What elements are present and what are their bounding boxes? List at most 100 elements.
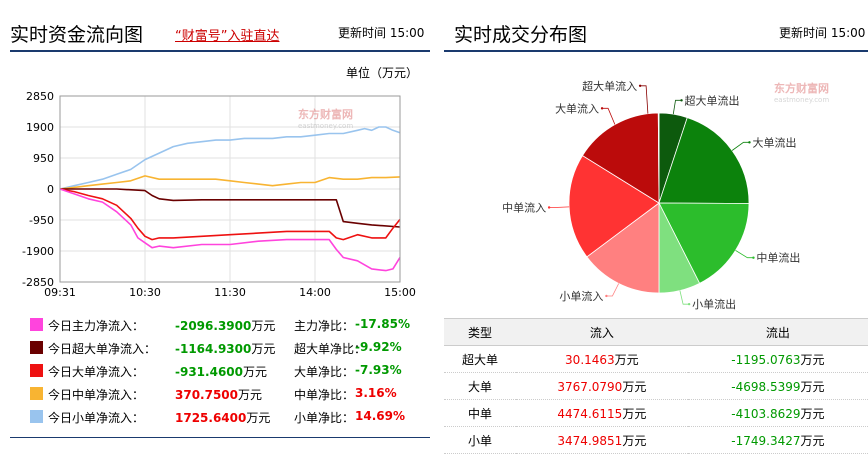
chart-series <box>59 126 401 272</box>
pie-leader-dot <box>687 302 691 306</box>
legend-value: -1164.9300万元 <box>175 342 276 356</box>
y-tick-label: 950 <box>33 152 54 165</box>
row-outflow: -1749.3427万元 <box>687 426 868 454</box>
legend-ratio-name: 超大单净比： <box>294 342 367 356</box>
legend-name: 今日中单净流入： <box>48 388 145 402</box>
x-axis-ticks: 09:31 10:30 11:30 14:00 15:00 <box>44 286 416 299</box>
pie-leader-dot <box>600 107 604 110</box>
row-type: 超大单 <box>444 345 516 373</box>
legend-swatch <box>30 387 43 400</box>
table-row: 小单 3474.9851万元 -1749.3427万元 <box>444 426 868 454</box>
legend-ratio-name: 大单净比： <box>294 365 355 379</box>
y-tick-label: 2850 <box>26 90 54 103</box>
header-divider <box>10 50 430 52</box>
flow-table: 类型 流入 流出 超大单 30.1463万元 -1195.0763万元 大单 3… <box>444 318 868 454</box>
legend-ratio: -7.93% <box>355 363 402 377</box>
pie-leader-line <box>672 99 682 115</box>
pie-leader-dot <box>680 99 683 102</box>
legend-ratio-name: 中单净比： <box>294 388 355 402</box>
legend-name: 今日小单净流入： <box>48 411 145 425</box>
row-type: 小单 <box>444 426 516 454</box>
table-row: 大单 3767.0790万元 -4698.5399万元 <box>444 372 868 400</box>
row-inflow: 30.1463万元 <box>515 345 688 373</box>
pie-slice-label: 中单流入 <box>502 200 546 214</box>
pie-leader-line <box>606 283 620 297</box>
legend-name: 今日超大单净流入： <box>48 342 157 356</box>
pie-slice-6 <box>581 112 660 204</box>
distribution-panel: 实时成交分布图 更新时间 15:00 东方财富网 eastmoney.com 超… <box>444 0 868 455</box>
row-type: 大单 <box>444 372 516 400</box>
pie-leader-line <box>679 290 690 305</box>
update-time: 更新时间 15:00 <box>338 24 424 41</box>
row-outflow: -1195.0763万元 <box>687 345 868 373</box>
legend-value: -2096.3900万元 <box>175 319 276 333</box>
y-tick-label: 0 <box>47 183 54 196</box>
update-time-value: 15:00 <box>389 26 425 40</box>
watermark-sub: eastmoney.com <box>774 96 829 104</box>
legend-value: -931.4600万元 <box>175 365 268 379</box>
update-time-label: 更新时间 <box>779 26 828 40</box>
row-inflow: 3767.0790万元 <box>515 372 688 400</box>
pie-slice-7 <box>657 112 660 204</box>
pie-slice-label: 超大单流出 <box>685 93 740 107</box>
legend-ratio: -17.85% <box>355 317 410 331</box>
legend-swatch <box>30 318 43 331</box>
watermark-sub: eastmoney.com <box>298 122 353 130</box>
table-header-row: 类型 流入 流出 <box>444 318 868 346</box>
header-type: 类型 <box>444 318 516 346</box>
unit-label: 单位（万元） <box>346 66 419 80</box>
y-axis-ticks: 2850 1900 950 0 -950 -1900 -2850 <box>22 90 54 289</box>
pie-watermark: 东方财富网 eastmoney.com <box>774 81 829 104</box>
table-row: 中单 4474.6115万元 -4103.8629万元 <box>444 399 868 427</box>
header-inflow: 流入 <box>515 318 688 346</box>
series-line-0 <box>59 126 401 190</box>
plot-frame <box>59 95 401 283</box>
legend-swatch <box>30 410 43 423</box>
bottom-divider <box>10 437 430 438</box>
row-inflow: 4474.6115万元 <box>515 399 688 427</box>
update-time-value: 15:00 <box>830 26 866 40</box>
pie-slice-label: 小单流入 <box>559 289 603 303</box>
distribution-update-time: 更新时间 15:00 <box>779 24 865 41</box>
legend-ratio-name: 小单净比： <box>294 411 355 425</box>
pie-slice-label: 超大单流入 <box>582 79 637 93</box>
row-type: 中单 <box>444 399 516 427</box>
pie-slice-label: 大单流入 <box>555 101 599 115</box>
header-outflow: 流出 <box>687 318 868 346</box>
legend-value: 1725.6400万元 <box>175 411 271 425</box>
fund-flow-panel: 实时资金流向图 “财富号”入驻直达 更新时间 15:00 单位（万元） 2850… <box>0 0 430 455</box>
pie-leader-dot <box>752 256 755 259</box>
legend-ratio: 3.16% <box>355 386 397 400</box>
y-tick-label: -950 <box>29 214 54 227</box>
row-outflow: -4103.8629万元 <box>687 399 868 427</box>
table-row: 超大单 30.1463万元 -1195.0763万元 <box>444 345 868 373</box>
distribution-title: 实时成交分布图 <box>454 24 588 46</box>
pie-slices <box>568 112 750 294</box>
pie-leader-line <box>602 107 616 125</box>
watermark-text: 东方财富网 <box>298 107 353 121</box>
series-line-3 <box>59 188 401 241</box>
pie-slice-1 <box>658 117 750 204</box>
update-time-label: 更新时间 <box>338 26 387 40</box>
x-tick-label: 14:00 <box>299 286 331 299</box>
fund-flow-title: 实时资金流向图 <box>10 24 144 46</box>
legend-swatch <box>30 364 43 377</box>
legend-ratio-name: 主力净比： <box>294 319 355 333</box>
pie-slice-label: 大单流出 <box>752 135 796 149</box>
y-tick-label: -2850 <box>22 276 54 289</box>
legend-ratio: 14.69% <box>355 409 405 423</box>
pie-slice-2 <box>658 202 750 284</box>
watermark-text: 东方财富网 <box>774 81 829 95</box>
pie-leader-line <box>731 141 750 151</box>
y-tick-label: -1900 <box>22 245 54 258</box>
series-line-2 <box>60 188 401 228</box>
y-tick-label: 1900 <box>26 121 54 134</box>
legend-value: 370.7500万元 <box>175 388 263 402</box>
x-tick-label: 10:30 <box>129 286 161 299</box>
caifuhao-link[interactable]: “财富号”入驻直达 <box>175 29 280 44</box>
pie-leader-dot <box>638 84 642 87</box>
series-line-1 <box>59 175 401 190</box>
fund-flow-line-chart: 2850 1900 950 0 -950 -1900 -2850 09:31 10:30 11:… <box>22 90 416 299</box>
